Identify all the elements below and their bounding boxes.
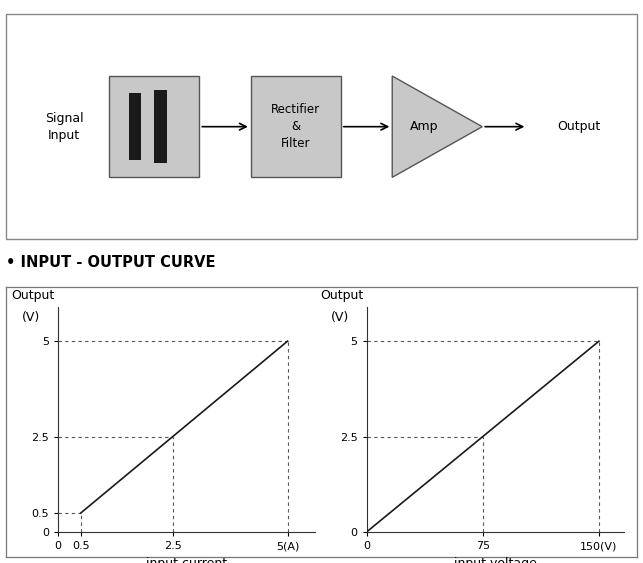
Text: • INPUT - OUTPUT CURVE: • INPUT - OUTPUT CURVE <box>6 254 216 270</box>
Bar <box>154 90 167 163</box>
X-axis label: input voltage: input voltage <box>454 557 536 563</box>
Bar <box>251 76 341 177</box>
Text: (V): (V) <box>22 311 40 324</box>
Polygon shape <box>392 76 482 177</box>
X-axis label: input current: input current <box>146 557 227 563</box>
Text: Rectifier
&
Filter: Rectifier & Filter <box>271 103 320 150</box>
Bar <box>109 76 199 177</box>
Text: Output: Output <box>12 289 55 302</box>
Bar <box>129 93 141 160</box>
Text: (V): (V) <box>331 311 349 324</box>
Text: Output: Output <box>557 120 601 133</box>
Text: Signal
Input: Signal Input <box>45 111 84 142</box>
Text: Amp: Amp <box>410 120 439 133</box>
Text: Output: Output <box>320 289 363 302</box>
